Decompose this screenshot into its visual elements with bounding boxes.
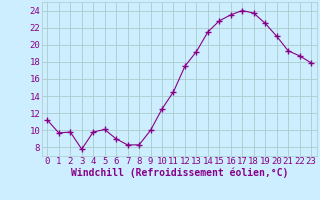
X-axis label: Windchill (Refroidissement éolien,°C): Windchill (Refroidissement éolien,°C) (70, 168, 288, 178)
